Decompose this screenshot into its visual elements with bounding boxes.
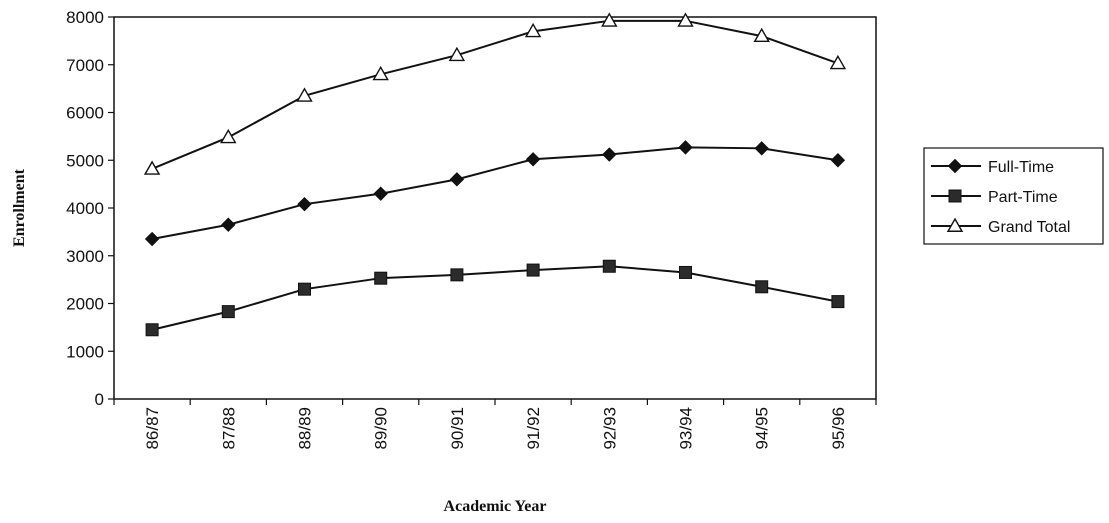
data-point-full-time bbox=[449, 172, 465, 187]
y-tick-label: 4000 bbox=[66, 199, 104, 218]
data-point-part-time bbox=[145, 323, 159, 337]
y-tick-label: 0 bbox=[95, 390, 104, 409]
data-point-part-time bbox=[298, 282, 311, 296]
data-point-part-time bbox=[755, 280, 769, 294]
data-point-part-time bbox=[374, 271, 388, 285]
data-point-part-time bbox=[679, 265, 692, 279]
x-tick-label: 87/88 bbox=[219, 407, 238, 450]
data-point-full-time bbox=[144, 231, 160, 247]
x-tick-label: 91/92 bbox=[524, 407, 543, 450]
data-point-full-time bbox=[830, 153, 846, 168]
data-point-full-time bbox=[525, 152, 541, 167]
data-point-full-time bbox=[678, 140, 693, 155]
data-point-part-time bbox=[221, 305, 235, 319]
series-line-full-time bbox=[151, 146, 839, 241]
data-point-full-time bbox=[297, 196, 312, 212]
y-axis-title: Enrollment bbox=[11, 168, 28, 247]
data-point-grand-total bbox=[372, 65, 389, 81]
data-point-part-time bbox=[526, 263, 540, 277]
data-point-grand-total bbox=[829, 54, 847, 70]
y-tick-label: 3000 bbox=[66, 247, 104, 266]
x-tick-label: 86/87 bbox=[143, 407, 162, 450]
x-tick-label: 94/95 bbox=[753, 407, 772, 450]
legend-marker-part-time bbox=[948, 189, 962, 203]
data-point-full-time bbox=[221, 217, 236, 232]
legend-label-full-time: Full-Time bbox=[988, 159, 1054, 176]
x-tick-label: 93/94 bbox=[677, 407, 696, 450]
x-axis-title: Academic Year bbox=[444, 498, 547, 515]
x-tick-label: 92/93 bbox=[600, 407, 619, 450]
data-point-full-time bbox=[373, 186, 388, 201]
series-line-part-time bbox=[151, 265, 839, 331]
data-point-part-time bbox=[450, 268, 464, 282]
legend-label-part-time: Part-Time bbox=[988, 189, 1058, 206]
data-point-grand-total bbox=[677, 12, 694, 27]
series-line-grand-total bbox=[151, 19, 839, 170]
data-point-grand-total bbox=[601, 12, 618, 27]
x-tick-label: 95/96 bbox=[829, 407, 848, 450]
data-point-grand-total bbox=[296, 87, 313, 102]
plot-area-frame bbox=[113, 16, 877, 400]
y-tick-label: 5000 bbox=[66, 151, 104, 170]
legend-label-grand-total: Grand Total bbox=[988, 219, 1070, 236]
y-axis: 0 1000 2000 3000 4000 5000 6000 7000 8000 bbox=[66, 8, 114, 409]
legend: Full-Time Part-Time Grand Total bbox=[931, 158, 1070, 236]
y-tick-label: 6000 bbox=[66, 104, 104, 123]
data-point-grand-total bbox=[220, 128, 237, 144]
data-point-part-time bbox=[831, 295, 845, 309]
data-point-full-time bbox=[754, 141, 769, 156]
series-layer bbox=[143, 12, 847, 337]
x-tick-label: 89/90 bbox=[372, 407, 391, 450]
x-tick-label: 90/91 bbox=[448, 407, 467, 450]
data-point-grand-total bbox=[524, 22, 542, 38]
y-tick-label: 8000 bbox=[66, 8, 104, 27]
data-point-grand-total bbox=[448, 46, 466, 62]
y-tick-label: 2000 bbox=[66, 295, 104, 314]
data-point-full-time bbox=[602, 147, 617, 162]
data-point-part-time bbox=[602, 259, 616, 273]
y-tick-label: 7000 bbox=[66, 56, 104, 75]
x-tick-label: 88/89 bbox=[296, 407, 315, 450]
data-point-grand-total bbox=[143, 160, 161, 175]
x-axis: 86/87 87/88 88/89 89/90 90/91 91/92 92/93 93/94… bbox=[113, 399, 877, 450]
data-point-grand-total bbox=[753, 27, 770, 43]
legend-marker-full-time bbox=[947, 158, 963, 174]
legend-marker-grand-total bbox=[946, 217, 964, 232]
y-tick-label: 1000 bbox=[66, 342, 104, 361]
